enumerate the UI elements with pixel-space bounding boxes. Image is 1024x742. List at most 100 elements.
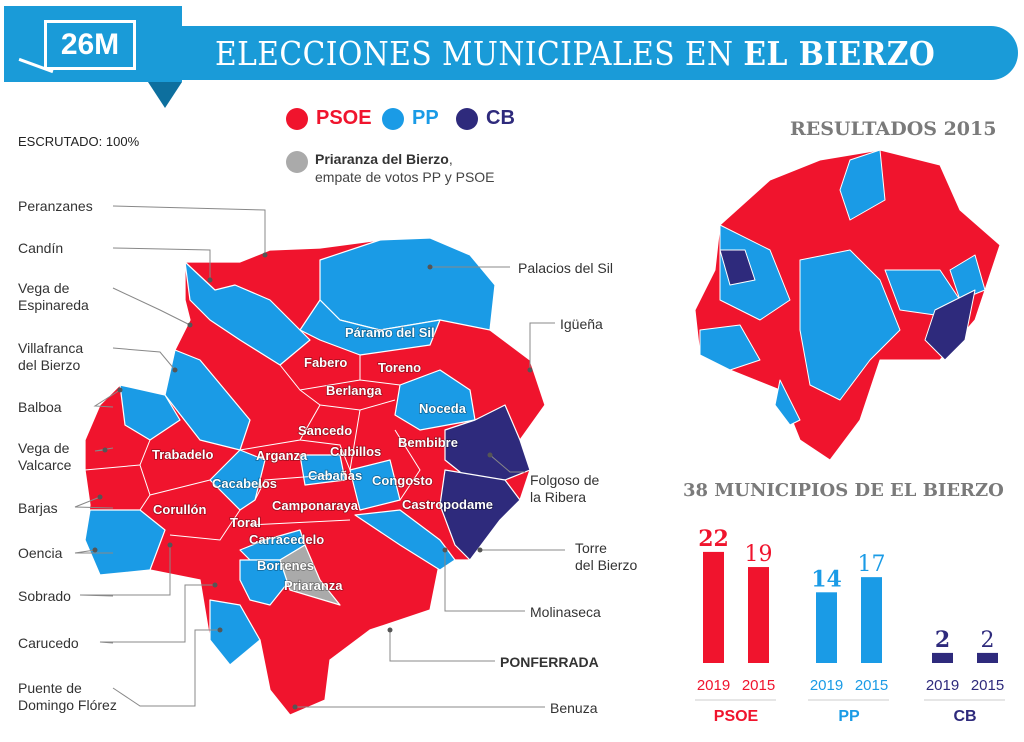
map-label: Carracedelo xyxy=(249,532,324,547)
callout-line xyxy=(112,347,176,371)
municipality-tie xyxy=(279,544,341,606)
callout-dot-icon xyxy=(292,704,298,710)
map-label: Priaranza xyxy=(284,578,343,593)
category-label: PSOE xyxy=(714,708,759,725)
category-label: PP xyxy=(838,708,860,725)
callout-dot-icon xyxy=(527,367,533,373)
map-label: Camponaraya xyxy=(272,498,359,513)
callout-line xyxy=(112,205,266,255)
border-line xyxy=(249,519,351,526)
municipal-borders xyxy=(84,355,421,541)
border-line xyxy=(239,389,321,451)
map-label: Sancedo xyxy=(298,423,352,438)
tie-note: Priaranza del Bierzo, empate de votos PP … xyxy=(315,150,495,186)
badge-fold xyxy=(148,82,182,108)
map-label: Trabadelo xyxy=(152,447,213,462)
bar-pp-2015 xyxy=(861,577,882,663)
municipality-pp xyxy=(209,449,266,511)
border-line xyxy=(349,409,361,471)
year-label: 2015 xyxy=(855,677,888,694)
scrutiny-status: ESCRUTADO: 100% xyxy=(18,134,140,149)
municipality-pp xyxy=(299,454,346,486)
map-2015 xyxy=(694,149,1001,461)
municipality-pp xyxy=(209,599,261,666)
callout-dot-icon xyxy=(427,264,433,270)
map-label: Arganza xyxy=(256,448,308,463)
callout-line xyxy=(489,454,525,473)
chart-title: 38 MUNICIPIOS DE EL BIERZO xyxy=(683,480,1004,501)
callout-label: Molinaseca xyxy=(530,604,601,620)
callout-label: Carucedo xyxy=(18,635,79,651)
bar-value-label: 2 xyxy=(935,627,950,653)
municipality-pp xyxy=(354,509,456,571)
year-label: 2015 xyxy=(742,677,775,694)
bar-pp-2019 xyxy=(816,592,837,663)
border-line xyxy=(169,509,241,541)
municipality-pp xyxy=(184,261,311,366)
map-label: Toral xyxy=(230,515,261,530)
border-line xyxy=(394,429,421,501)
map-label: Castropodame xyxy=(402,497,493,512)
callout-label: Sobrado xyxy=(18,588,71,604)
municipality-cb xyxy=(439,469,521,561)
callout-dot-icon xyxy=(187,322,193,328)
bar-value-label: 17 xyxy=(858,552,886,577)
bar-value-label: 19 xyxy=(745,542,773,567)
municipality-2015-pp xyxy=(774,379,801,426)
psoe-dot-icon xyxy=(286,107,308,130)
map-label: Borrenes xyxy=(257,558,314,573)
callout-line xyxy=(79,545,171,597)
callout-line xyxy=(74,549,113,554)
callout-label: Folgoso de la Ribera xyxy=(530,472,600,505)
callout-dot-icon xyxy=(102,447,108,453)
tie-description: empate de votos PP y PSOE xyxy=(315,169,495,185)
legend-label: CB xyxy=(486,107,515,129)
map-label: Cacabelos xyxy=(212,476,277,491)
callout-label: Palacios del Sil xyxy=(518,260,613,276)
title-bold: EL BIERZO xyxy=(743,34,936,73)
callout-label: Balboa xyxy=(18,399,62,415)
callout-dot-icon xyxy=(487,452,493,458)
callout-line xyxy=(389,630,495,662)
date-badge: 26M xyxy=(4,6,182,82)
border-line xyxy=(254,474,331,501)
badge-text: 26M xyxy=(44,20,136,70)
municipality-cb xyxy=(444,404,531,481)
map-label: Fabero xyxy=(304,355,347,370)
callout-dot-icon xyxy=(217,627,223,633)
legend-pp: PP xyxy=(382,107,439,130)
border-line xyxy=(84,464,141,471)
municipality-2015-pp xyxy=(719,224,791,321)
title-banner xyxy=(180,26,1018,80)
bar-cb-2019 xyxy=(932,652,953,663)
callout-dot-icon xyxy=(442,547,448,553)
year-label: 2015 xyxy=(971,677,1004,694)
map-label: Bembibre xyxy=(398,435,458,450)
border-line xyxy=(139,439,211,496)
bar-psoe-2015 xyxy=(748,567,769,663)
callout-label: Peranzanes xyxy=(18,198,93,214)
municipality-2015-cb xyxy=(924,289,976,361)
callout-dot-icon xyxy=(92,547,98,553)
border-line xyxy=(299,439,351,471)
municipality-pp xyxy=(319,237,496,331)
map-label: Noceda xyxy=(419,401,467,416)
bar-value-label: 22 xyxy=(698,526,729,552)
results-2015-title: RESULTADOS 2015 xyxy=(790,118,997,140)
municipality-2015-cb xyxy=(719,249,756,286)
callout-line xyxy=(112,287,191,326)
bar-value-label: 14 xyxy=(811,566,842,592)
page-title: ELECCIONES MUNICIPALES EN EL BIERZO xyxy=(215,34,935,73)
pp-dot-icon xyxy=(382,107,404,130)
map-label: Cabañas xyxy=(308,468,362,483)
callout-label: PONFERRADA xyxy=(500,654,599,670)
year-label: 2019 xyxy=(697,677,730,694)
callout-line xyxy=(93,389,121,408)
cb-dot-icon xyxy=(456,107,478,130)
callout-label: Villafranca del Bierzo xyxy=(18,340,84,373)
map-label: Páramo del Sil xyxy=(345,325,435,340)
municipality-pp xyxy=(299,299,441,356)
callout-label: Vega de Espinareda xyxy=(18,280,89,313)
